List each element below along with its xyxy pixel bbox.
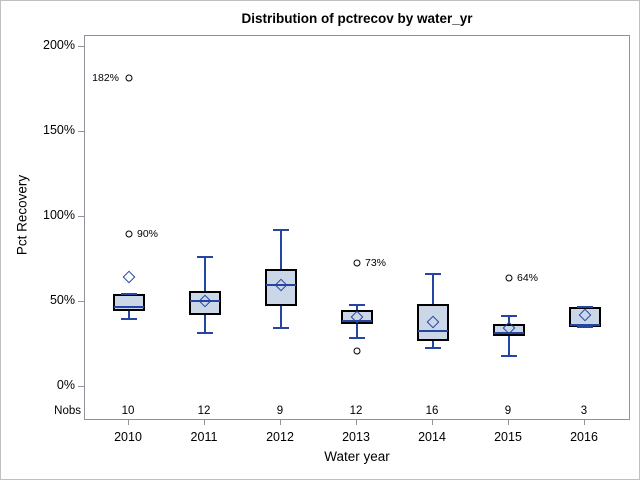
y-tick-label: 150% bbox=[43, 123, 75, 137]
x-tick-mark bbox=[508, 420, 509, 425]
box bbox=[113, 293, 145, 312]
y-tick-mark bbox=[78, 386, 84, 387]
median-line bbox=[190, 300, 220, 303]
whisker-cap bbox=[197, 331, 213, 334]
x-tick-mark bbox=[432, 420, 433, 425]
x-tick-label: 2011 bbox=[190, 430, 218, 444]
x-tick-mark bbox=[204, 420, 205, 425]
y-tick-label: 200% bbox=[43, 38, 75, 52]
whisker-cap bbox=[425, 272, 441, 275]
x-tick-mark bbox=[128, 420, 129, 425]
x-axis-title: Water year bbox=[324, 449, 390, 464]
median-line bbox=[570, 323, 600, 326]
nobs-value: 3 bbox=[580, 405, 588, 417]
nobs-value: 9 bbox=[276, 405, 284, 417]
box bbox=[189, 290, 221, 315]
whisker-cap bbox=[121, 318, 137, 320]
nobs-value: 12 bbox=[349, 405, 363, 417]
nobs-value: 10 bbox=[121, 405, 135, 417]
x-tick-label: 2016 bbox=[570, 430, 598, 444]
y-tick-mark bbox=[78, 301, 84, 302]
median-line bbox=[418, 329, 448, 332]
x-tick-label: 2013 bbox=[342, 430, 370, 444]
whisker-cap bbox=[273, 228, 289, 231]
x-tick-label: 2010 bbox=[114, 430, 142, 444]
nobs-value: 12 bbox=[197, 405, 211, 417]
y-tick-label: 50% bbox=[49, 293, 75, 307]
whisker-cap bbox=[197, 255, 213, 258]
y-tick-label: 100% bbox=[43, 208, 75, 222]
whisker-cap bbox=[577, 306, 593, 309]
box bbox=[417, 303, 449, 342]
x-tick-label: 2012 bbox=[266, 430, 294, 444]
x-tick-label: 2014 bbox=[418, 430, 446, 444]
median-line bbox=[342, 319, 372, 322]
whisker-cap bbox=[121, 292, 137, 295]
x-tick-mark bbox=[584, 420, 585, 425]
x-tick-mark bbox=[356, 420, 357, 425]
box bbox=[265, 268, 297, 307]
y-tick-label: 0% bbox=[56, 378, 75, 392]
whisker-stem bbox=[508, 315, 510, 357]
outlier-marker bbox=[125, 74, 133, 82]
mean-diamond-marker bbox=[122, 270, 136, 284]
outlier-marker bbox=[505, 274, 513, 282]
box bbox=[493, 324, 525, 336]
outlier-label: 90% bbox=[137, 228, 159, 240]
y-axis-title: Pct Recovery bbox=[14, 174, 30, 256]
chart-title: Distribution of pctrecov by water_yr bbox=[241, 11, 473, 26]
plot-area: 90% 182% 73% 64% bbox=[84, 35, 630, 420]
median-line bbox=[266, 284, 296, 286]
whisker-cap bbox=[349, 336, 365, 339]
whisker-cap bbox=[273, 326, 289, 329]
nobs-row-label: Nobs bbox=[54, 405, 81, 417]
median-line bbox=[114, 306, 144, 309]
whisker-cap bbox=[349, 303, 365, 306]
whisker-cap bbox=[577, 325, 593, 328]
y-tick-mark bbox=[78, 46, 84, 47]
x-tick-label: 2015 bbox=[494, 430, 522, 444]
whisker-cap bbox=[501, 355, 517, 358]
y-tick-mark bbox=[78, 131, 84, 132]
nobs-value: 16 bbox=[425, 405, 439, 417]
outlier-label: 64% bbox=[517, 272, 539, 285]
outlier-marker bbox=[125, 230, 133, 238]
y-tick-mark bbox=[78, 216, 84, 217]
x-tick-mark bbox=[280, 420, 281, 425]
outlier-marker bbox=[353, 347, 361, 355]
outlier-marker bbox=[353, 259, 361, 267]
outlier-label: 73% bbox=[365, 256, 387, 269]
whisker-cap bbox=[501, 314, 517, 317]
whisker-cap bbox=[425, 346, 441, 349]
outlier-label: 182% bbox=[92, 71, 119, 84]
nobs-value: 9 bbox=[504, 405, 512, 417]
median-line bbox=[494, 332, 524, 335]
